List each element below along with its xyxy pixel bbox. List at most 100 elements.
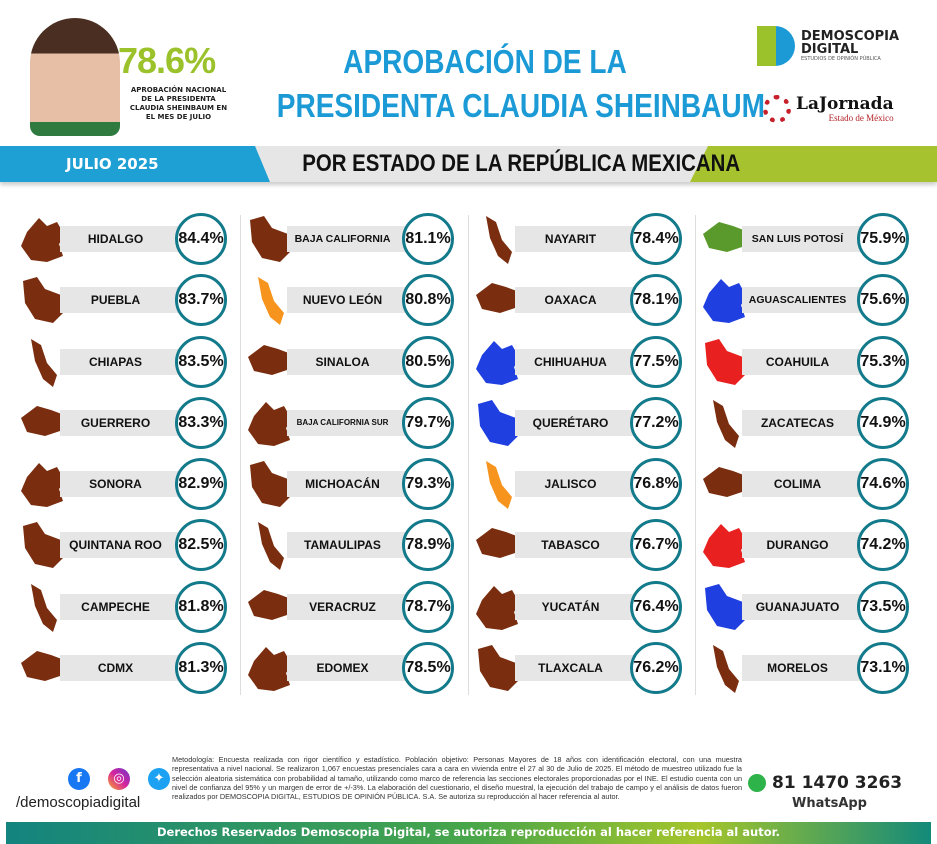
state-row: CDMX 81.3% — [15, 637, 247, 698]
approval-value: 78.9% — [402, 519, 454, 572]
state-map-icon — [476, 283, 522, 314]
approval-value: 76.4% — [630, 580, 682, 633]
state-name: TABASCO — [541, 538, 600, 553]
state-map-icon — [476, 340, 520, 385]
state-map-icon — [703, 467, 749, 498]
state-row: MICHOACÁN 79.3% — [242, 453, 474, 514]
page-title: APROBACIÓN DE LA PRESIDENTA CLAUDIA SHEI… — [276, 40, 766, 128]
state-map-icon — [248, 344, 294, 375]
social-links: f ◎ ✦ — [68, 768, 170, 790]
approval-value: 76.8% — [630, 458, 682, 511]
state-name: TAMAULIPAS — [304, 538, 381, 553]
state-name: QUINTANA ROO — [69, 538, 162, 553]
instagram-icon[interactable]: ◎ — [108, 768, 130, 790]
approval-value: 77.5% — [630, 335, 682, 388]
state-row: QUINTANA ROO 82.5% — [15, 514, 247, 575]
state-row: NUEVO LEÓN 80.8% — [242, 269, 474, 330]
state-map-icon — [258, 277, 284, 326]
demoscopia-logo-mark-icon — [757, 26, 795, 66]
approval-value: 78.1% — [630, 274, 682, 327]
state-name: HIDALGO — [87, 232, 144, 246]
state-row: SINALOA 80.5% — [242, 331, 474, 392]
state-row: MORELOS 73.1% — [697, 637, 929, 698]
state-column: HIDALGO 84.4% PUEBLA 83.7% CHIAPAS 83.5% GUERR… — [15, 208, 247, 698]
state-row: COAHUILA 75.3% — [697, 331, 929, 392]
state-map-icon — [705, 338, 747, 385]
state-name: COAHUILA — [765, 354, 830, 369]
state-row: SONORA 82.9% — [15, 453, 247, 514]
president-photo — [30, 18, 120, 136]
state-row: HIDALGO 84.4% — [15, 208, 247, 269]
state-map-icon — [21, 463, 65, 508]
state-map-icon — [23, 522, 65, 569]
accent-band — [690, 146, 937, 182]
state-row: OAXACA 78.1% — [470, 269, 702, 330]
state-row: BAJA CALIFORNIA 81.1% — [242, 208, 474, 269]
approval-value: 77.2% — [630, 396, 682, 449]
demoscopia-logo: DEMOSCOPIA DIGITAL ESTUDIOS DE OPINIÓN PÚB… — [757, 26, 899, 66]
approval-value: 78.7% — [402, 580, 454, 633]
state-name: CAMPECHE — [81, 599, 150, 614]
state-map-icon — [705, 583, 747, 630]
state-map-icon — [486, 216, 512, 264]
state-name: CHIHUAHUA — [534, 354, 607, 369]
state-name: GUERRERO — [80, 415, 151, 430]
national-approval-label: APROBACIÓN NACIONAL DE LA PRESIDENTA CLA… — [129, 86, 228, 121]
state-row: CHIHUAHUA 77.5% — [470, 331, 702, 392]
state-map-icon — [703, 222, 749, 252]
state-map-icon — [23, 277, 65, 324]
state-map-icon — [250, 216, 292, 262]
state-name: EDOMEX — [316, 661, 369, 676]
logo-text: LaJornada — [796, 93, 894, 114]
approval-value: 81.1% — [402, 213, 454, 265]
month-band — [0, 146, 270, 182]
state-row: QUERÉTARO 77.2% — [470, 392, 702, 453]
approval-value: 80.5% — [402, 335, 454, 388]
methodology-text: Metodología: Encuesta realizada con rigo… — [172, 755, 742, 802]
title-line-2: PRESIDENTA CLAUDIA SHEINBAUM — [276, 87, 766, 124]
state-row: JALISCO 76.8% — [470, 453, 702, 514]
approval-value: 74.2% — [857, 519, 909, 572]
approval-value: 79.3% — [402, 458, 454, 511]
state-map-icon — [713, 645, 739, 694]
state-row: AGUASCALIENTES 75.6% — [697, 269, 929, 330]
approval-value: 82.9% — [175, 458, 227, 511]
facebook-icon[interactable]: f — [68, 768, 90, 790]
state-row: GUERRERO 83.3% — [15, 392, 247, 453]
state-map-icon — [248, 589, 294, 620]
lajornada-sun-icon — [763, 95, 791, 123]
state-name: GUANAJUATO — [755, 599, 840, 614]
state-row: VERACRUZ 78.7% — [242, 576, 474, 637]
state-row: DURANGO 74.2% — [697, 514, 929, 575]
approval-value: 80.8% — [402, 274, 454, 327]
state-map-icon — [31, 583, 57, 632]
state-name: YUCATÁN — [541, 599, 600, 614]
state-name: CHIAPAS — [88, 354, 143, 369]
state-map-icon — [250, 461, 292, 508]
approval-value: 75.3% — [857, 335, 909, 388]
twitter-icon[interactable]: ✦ — [148, 768, 170, 790]
phone-number: 81 1470 3263 — [772, 773, 903, 793]
state-name: BAJA CALIFORNIA — [294, 233, 391, 245]
national-approval-value: 78.6% — [118, 40, 216, 81]
approval-value: 73.5% — [857, 580, 909, 633]
state-name: AGUASCALIENTES — [748, 294, 847, 307]
state-name: MORELOS — [767, 661, 828, 676]
state-map-icon — [476, 585, 520, 630]
whatsapp-contact: 81 1470 3263 — [748, 773, 902, 793]
state-name: TLAXCALA — [538, 661, 603, 676]
state-name: BAJA CALIFORNIA SUR — [296, 417, 389, 427]
approval-value: 74.6% — [857, 458, 909, 511]
logo-tagline: ESTUDIOS DE OPINIÓN PÚBLICA — [801, 56, 881, 62]
state-row: TLAXCALA 76.2% — [470, 637, 702, 698]
divider — [695, 215, 696, 695]
state-name: DURANGO — [766, 538, 829, 553]
state-name: NAYARIT — [544, 232, 597, 246]
state-row: PUEBLA 83.7% — [15, 269, 247, 330]
logo-text: DEMOSCOPIA — [801, 29, 900, 44]
state-map-icon — [258, 522, 284, 571]
state-row: YUCATÁN 76.4% — [470, 576, 702, 637]
whatsapp-icon — [748, 774, 766, 792]
approval-value: 74.9% — [857, 396, 909, 449]
state-map-icon — [21, 218, 65, 262]
